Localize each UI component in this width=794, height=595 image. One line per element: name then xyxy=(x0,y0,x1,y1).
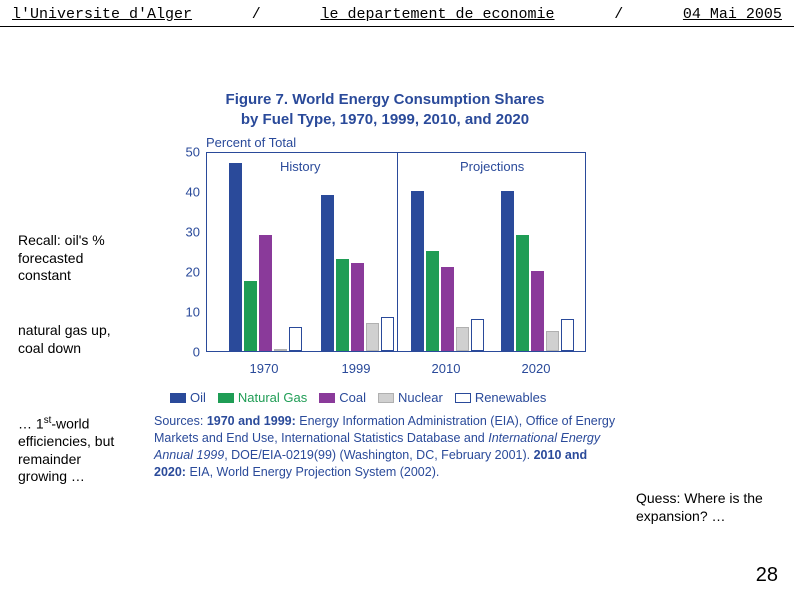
figure-title-line2: by Fuel Type, 1970, 1999, 2010, and 2020 xyxy=(241,111,529,128)
figure-sources: Sources: 1970 and 1999: Energy Informati… xyxy=(154,413,616,481)
bar-oil xyxy=(321,195,334,351)
bar-natural-gas xyxy=(336,259,349,351)
bar-coal xyxy=(441,267,454,351)
breadcrumb-separator: / xyxy=(614,6,623,23)
bar-natural-gas xyxy=(244,281,257,351)
bar-coal xyxy=(531,271,544,351)
legend-swatch xyxy=(455,393,471,403)
x-tick: 1999 xyxy=(342,361,371,376)
annotation-question: Quess: Where is the expansion? … xyxy=(636,490,776,525)
bar-renewables xyxy=(561,319,574,351)
y-tick: 30 xyxy=(160,225,200,240)
legend-swatch xyxy=(218,393,234,403)
figure: Figure 7. World Energy Consumption Share… xyxy=(150,90,620,481)
annotation-gas-coal: natural gas up, coal down xyxy=(18,322,123,357)
y-tick: 10 xyxy=(160,305,200,320)
legend-swatch xyxy=(170,393,186,403)
section-label-projections: Projections xyxy=(460,159,524,174)
y-tick: 20 xyxy=(160,265,200,280)
y-tick: 50 xyxy=(160,145,200,160)
header-left: l'Universite d'Alger xyxy=(12,6,192,23)
y-tick: 40 xyxy=(160,185,200,200)
figure-title-line1: Figure 7. World Energy Consumption Share… xyxy=(226,91,545,108)
chart: History Projections 01020304050197019992… xyxy=(160,152,600,382)
figure-title: Figure 7. World Energy Consumption Share… xyxy=(150,90,620,129)
x-tick: 2010 xyxy=(432,361,461,376)
bar-natural-gas xyxy=(426,251,439,351)
legend-label: Nuclear xyxy=(398,390,443,405)
bar-renewables xyxy=(289,327,302,351)
legend-item: Natural Gas xyxy=(218,390,307,405)
bar-renewables xyxy=(381,317,394,351)
bar-renewables xyxy=(471,319,484,351)
y-axis-label: Percent of Total xyxy=(206,135,620,150)
header-center: le departement de economie xyxy=(320,6,554,23)
bar-coal xyxy=(351,263,364,351)
legend: Oil Natural Gas Coal Nuclear Renewables xyxy=(170,390,620,405)
bar-coal xyxy=(259,235,272,351)
legend-swatch xyxy=(319,393,335,403)
legend-item: Nuclear xyxy=(378,390,443,405)
legend-item: Oil xyxy=(170,390,206,405)
section-label-history: History xyxy=(280,159,320,174)
bar-oil xyxy=(229,163,242,351)
bar-nuclear xyxy=(366,323,379,351)
bar-natural-gas xyxy=(516,235,529,351)
bar-oil xyxy=(501,191,514,351)
legend-item: Renewables xyxy=(455,390,547,405)
x-tick: 2020 xyxy=(522,361,551,376)
legend-label: Natural Gas xyxy=(238,390,307,405)
breadcrumb-separator: / xyxy=(252,6,261,23)
annotation-recall: Recall: oil's % forecasted constant xyxy=(18,232,123,285)
bar-nuclear xyxy=(456,327,469,351)
history-projection-divider xyxy=(397,153,398,351)
y-tick: 0 xyxy=(160,345,200,360)
header-right: 04 Mai 2005 xyxy=(683,6,782,23)
bar-nuclear xyxy=(546,331,559,351)
x-tick: 1970 xyxy=(250,361,279,376)
breadcrumb: l'Universite d'Alger / le departement de… xyxy=(0,0,794,27)
annotation-efficiencies: … 1st-world efficiencies, but remainder … xyxy=(18,415,133,486)
legend-label: Coal xyxy=(339,390,366,405)
bar-nuclear xyxy=(274,349,287,351)
plot-area: History Projections xyxy=(206,152,586,352)
page-number: 28 xyxy=(756,564,778,587)
legend-label: Renewables xyxy=(475,390,547,405)
legend-item: Coal xyxy=(319,390,366,405)
legend-label: Oil xyxy=(190,390,206,405)
bar-oil xyxy=(411,191,424,351)
legend-swatch xyxy=(378,393,394,403)
